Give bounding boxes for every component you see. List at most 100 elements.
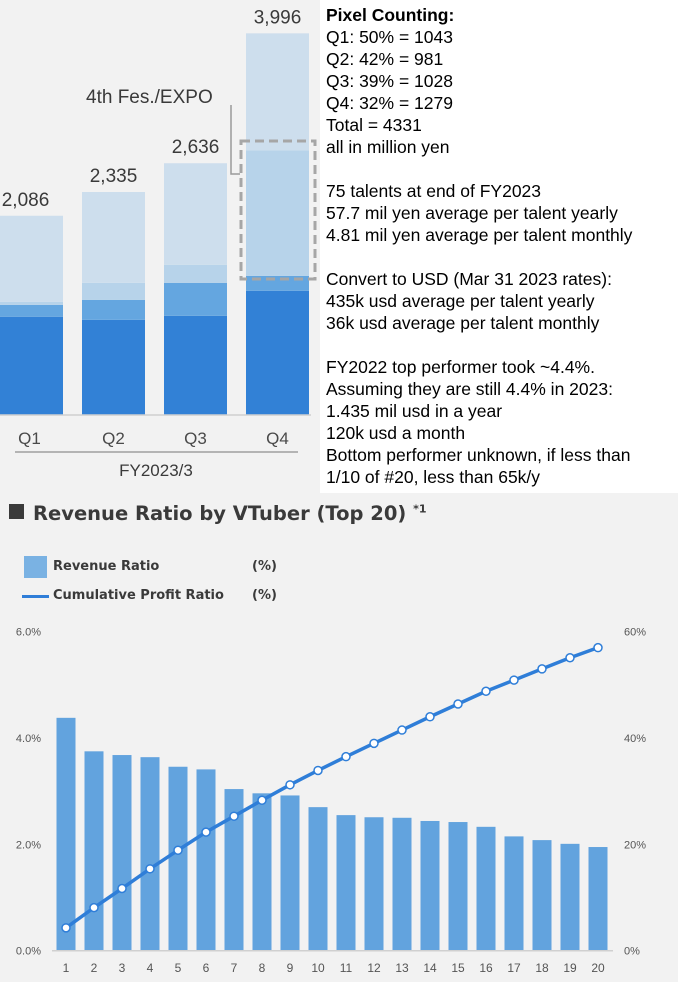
annotation-dashed-box — [239, 139, 317, 281]
total-label: 2,636 — [172, 137, 220, 158]
x-tick-label: 18 — [535, 961, 549, 975]
legend-label: Revenue Ratio — [53, 559, 160, 574]
cumulative-profit-point — [257, 795, 267, 805]
cumulative-profit-point — [565, 653, 575, 663]
left-y-tick-label: 6.0% — [16, 627, 41, 639]
x-tick-label: 14 — [423, 961, 437, 975]
notes-line: Total = 4331 — [326, 115, 422, 135]
notes-line: Q1: 50% = 1043 — [326, 27, 453, 47]
cumulative-profit-point — [425, 712, 435, 722]
annotation-connector — [230, 105, 240, 175]
legend-unit: (%) — [252, 559, 277, 574]
x-tick-label: Q3 — [184, 429, 207, 448]
x-tick-label: 12 — [367, 961, 381, 975]
notes-line: 36k usd average per talent monthly — [326, 313, 600, 333]
bar-segment-1 — [82, 319, 145, 415]
notes-title: Pixel Counting: — [326, 5, 455, 25]
x-tick-label: 6 — [203, 961, 210, 975]
cumulative-profit-point — [453, 699, 463, 709]
x-tick-label: 11 — [340, 961, 353, 975]
notes-line: 120k usd a month — [326, 423, 466, 443]
quarterly-revenue-chart: 2,086 Q1 2,335 Q2 2,636 Q3 3,996 Q4 FY2023/3 4th … — [0, 7, 317, 480]
legend-bar-swatch — [24, 556, 47, 578]
bar-segment-3 — [164, 264, 227, 283]
cumulative-profit-point — [117, 883, 127, 894]
x-tick-label: 8 — [259, 961, 266, 975]
cumulative-profit-point — [537, 664, 547, 674]
revenue-ratio-bar — [280, 795, 300, 951]
bar-segment-2 — [246, 275, 309, 291]
notes-line: 1.435 mil usd in a year — [326, 401, 503, 421]
cumulative-profit-point — [201, 827, 211, 837]
right-y-tick-label: 20% — [624, 839, 646, 851]
cumulative-profit-point — [509, 675, 519, 685]
notes-line: 57.7 mil yen average per talent yearly — [326, 203, 618, 223]
revenue-ratio-bar — [476, 826, 496, 951]
x-tick-label: 19 — [563, 961, 577, 975]
bar-segment-3 — [0, 301, 63, 305]
cumulative-profit-point — [285, 780, 295, 790]
bar-segment-1 — [0, 316, 63, 415]
legend-line-swatch — [22, 595, 49, 598]
bar-segment-4 — [164, 163, 227, 265]
total-label: 3,996 — [254, 7, 302, 28]
bar-segment-3 — [246, 150, 309, 276]
revenue-ratio-bar — [364, 817, 384, 951]
left-y-tick-label: 0.0% — [16, 946, 41, 958]
x-tick-label: 3 — [119, 961, 126, 975]
revenue-ratio-bar — [112, 755, 132, 951]
revenue-ratio-bar — [504, 836, 524, 951]
x-tick-label: 20 — [591, 961, 605, 975]
cumulative-profit-point — [89, 902, 99, 913]
x-tick-label: 7 — [231, 961, 238, 975]
notes-line: Assuming they are still 4.4% in 2023: — [326, 379, 613, 399]
bar-segment-2 — [82, 299, 145, 320]
bar-segment-1 — [246, 290, 309, 415]
notes-line: all in million yen — [326, 137, 450, 157]
x-tick-label: 9 — [287, 961, 294, 975]
cumulative-profit-point — [229, 811, 239, 821]
right-y-tick-label: 0% — [624, 946, 640, 958]
bar-segment-2 — [164, 282, 227, 316]
cumulative-profit-point — [397, 725, 407, 735]
x-tick-label: 10 — [311, 961, 325, 975]
cumulative-profit-point — [481, 686, 491, 696]
x-tick-label: 17 — [507, 961, 521, 975]
notes-line: Q3: 39% = 1028 — [326, 71, 453, 91]
cumulative-profit-point — [341, 751, 351, 762]
revenue-ratio-bar — [392, 817, 412, 951]
left-y-tick-label: 2.0% — [16, 839, 41, 851]
bar-segment-4 — [82, 191, 145, 283]
notes-line: 435k usd average per talent yearly — [326, 291, 595, 311]
cumulative-profit-point — [593, 642, 603, 653]
revenue-ratio-bar — [252, 793, 272, 951]
cumulative-profit-point — [61, 923, 71, 933]
revenue-ratio-bar — [448, 822, 468, 951]
notes-line: FY2022 top performer took ~4.4%. — [326, 357, 595, 377]
notes-line: Convert to USD (Mar 31 2023 rates): — [326, 269, 612, 289]
bar-segment-4 — [246, 33, 309, 151]
x-tick-label: Q2 — [102, 429, 125, 448]
notes-line: 1/10 of #20, less than 65k/y — [326, 467, 541, 487]
chart-title: Revenue Ratio by VTuber (Top 20) — [33, 502, 407, 525]
annotation-label: 4th Fes./EXPO — [86, 87, 213, 108]
revenue-ratio-bar — [420, 820, 440, 951]
revenue-ratio-bar — [560, 843, 580, 951]
bar-segment-4 — [0, 215, 63, 302]
x-tick-label: 2 — [91, 961, 98, 975]
x-tick-label: 4 — [147, 961, 154, 975]
revenue-ratio-bar — [224, 789, 244, 951]
revenue-ratio-bar — [588, 847, 608, 951]
revenue-ratio-bar — [56, 717, 76, 951]
x-tick-label: 16 — [479, 961, 493, 975]
cumulative-profit-point — [313, 765, 323, 776]
cumulative-profit-line — [64, 646, 599, 930]
revenue-ratio-bar — [140, 757, 160, 951]
cumulative-profit-point — [145, 864, 155, 874]
x-tick-label: 15 — [451, 961, 465, 975]
cumulative-profit-point — [173, 845, 183, 855]
notes-line: Q4: 32% = 1279 — [326, 93, 453, 113]
revenue-ratio-bar — [196, 769, 216, 951]
pixel-counting-notes: Pixel Counting: Q1: 50% = 1043 Q2: 42% =… — [320, 0, 678, 493]
bar-segment-3 — [82, 282, 145, 300]
